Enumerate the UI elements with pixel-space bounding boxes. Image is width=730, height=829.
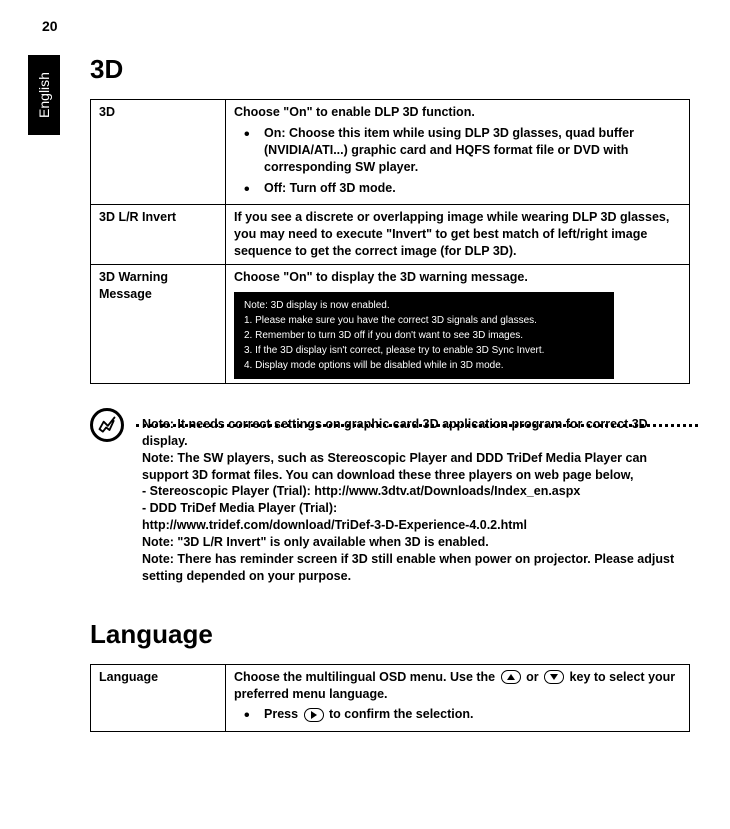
bullet-item: Press to confirm the selection.: [254, 706, 681, 723]
warning-line: 2. Remember to turn 3D off if you don't …: [244, 328, 604, 343]
note-section: Note: It needs correct settings on graph…: [90, 416, 690, 585]
note-link: - Stereoscopic Player (Trial): http://ww…: [142, 484, 580, 498]
table-row: 3D Choose "On" to enable DLP 3D function…: [91, 100, 690, 205]
warning-header: Note: 3D display is now enabled.: [244, 298, 604, 313]
cell-main-text: Choose the multilingual OSD menu. Use th…: [234, 670, 499, 684]
table-row: 3D Warning Message Choose "On" to displa…: [91, 265, 690, 384]
language-tab-label: English: [36, 72, 52, 118]
note-text: It needs correct settings on graphic car…: [142, 417, 648, 448]
bullet-item: Off: Turn off 3D mode.: [254, 180, 681, 197]
cell-label: 3D L/R Invert: [91, 205, 226, 265]
note-icon: [90, 408, 124, 442]
warning-line: 3. If the 3D display isn't correct, plea…: [244, 343, 604, 358]
note-label: Note:: [142, 451, 174, 465]
section-title-3d: 3D: [90, 54, 690, 85]
cell-desc: Choose "On" to enable DLP 3D function. O…: [226, 100, 690, 205]
note-label: Note:: [142, 552, 174, 566]
note-link: http://www.tridef.com/download/TriDef-3-…: [142, 518, 527, 532]
cell-label: 3D Warning Message: [91, 265, 226, 384]
cell-main-text: Choose "On" to display the 3D warning me…: [234, 269, 681, 286]
page-number: 20: [42, 18, 58, 34]
warning-line: 1. Please make sure you have the correct…: [244, 313, 604, 328]
language-tab: English: [28, 55, 60, 135]
cell-desc: Choose the multilingual OSD menu. Use th…: [226, 664, 690, 732]
note-body: Note: It needs correct settings on graph…: [142, 416, 690, 585]
table-3d: 3D Choose "On" to enable DLP 3D function…: [90, 99, 690, 384]
cell-main-text: or: [523, 670, 542, 684]
note-label: Note:: [142, 535, 174, 549]
warning-message-box: Note: 3D display is now enabled. 1. Plea…: [234, 292, 614, 379]
section-title-language: Language: [90, 619, 690, 650]
cell-label: 3D: [91, 100, 226, 205]
table-row: 3D L/R Invert If you see a discrete or o…: [91, 205, 690, 265]
bullet-item: On: Choose this item while using DLP 3D …: [254, 125, 681, 176]
arrow-right-icon: [304, 708, 324, 722]
bullet-text: to confirm the selection.: [326, 707, 474, 721]
note-link: - DDD TriDef Media Player (Trial):: [142, 501, 337, 515]
cell-main-text: Choose "On" to enable DLP 3D function.: [234, 104, 681, 121]
bullet-text: Press: [264, 707, 302, 721]
cell-label: Language: [91, 664, 226, 732]
cell-main-text: If you see a discrete or overlapping ima…: [234, 209, 681, 260]
dotted-divider: [136, 424, 698, 427]
arrow-down-icon: [544, 670, 564, 684]
note-text: "3D L/R Invert" is only available when 3…: [174, 535, 489, 549]
cell-desc: If you see a discrete or overlapping ima…: [226, 205, 690, 265]
arrow-up-icon: [501, 670, 521, 684]
cell-desc: Choose "On" to display the 3D warning me…: [226, 265, 690, 384]
note-text: The SW players, such as Stereoscopic Pla…: [142, 451, 647, 482]
table-row: Language Choose the multilingual OSD men…: [91, 664, 690, 732]
table-language: Language Choose the multilingual OSD men…: [90, 664, 690, 733]
warning-line: 4. Display mode options will be disabled…: [244, 358, 604, 373]
note-text: There has reminder screen if 3D still en…: [142, 552, 674, 583]
